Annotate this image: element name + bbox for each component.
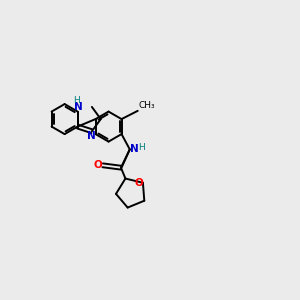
Text: N: N [74, 102, 83, 112]
Text: H: H [139, 143, 145, 152]
Text: O: O [134, 178, 143, 188]
Text: CH₃: CH₃ [138, 101, 155, 110]
Text: N: N [130, 144, 139, 154]
Text: N: N [87, 131, 96, 141]
Text: O: O [93, 160, 102, 170]
Text: H: H [73, 96, 80, 105]
